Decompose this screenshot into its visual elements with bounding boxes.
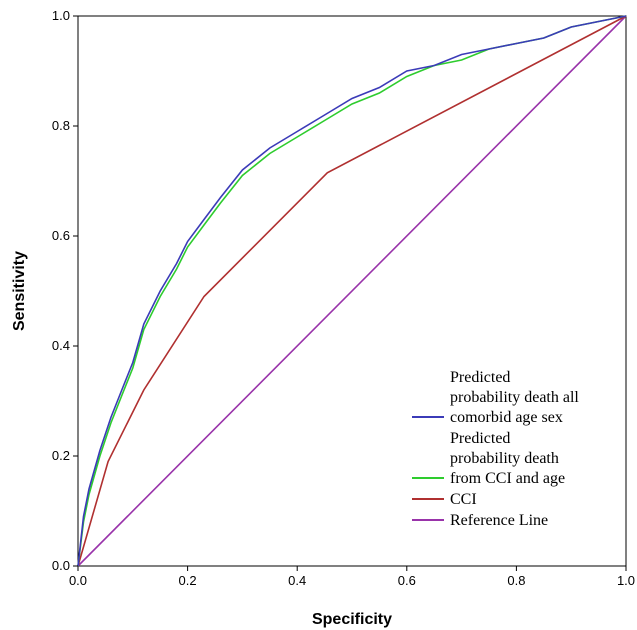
legend-label-3: Reference Line bbox=[450, 512, 548, 529]
legend-label-0: probability death all bbox=[450, 389, 579, 406]
y-tick-label: 0.4 bbox=[52, 338, 70, 353]
legend: Predicted probability death all comorbid a… bbox=[412, 369, 579, 529]
ticks-layer: 0.0 0.2 0.4 0.6 0.8 1.0 0.0 0.2 0.4 0.6 0.8 1.0 bbox=[52, 8, 635, 588]
series-line-3 bbox=[77, 15, 627, 567]
legend-label-2: CCI bbox=[450, 491, 477, 508]
y-tick-label: 0.2 bbox=[52, 448, 70, 463]
x-tick-label: 0.4 bbox=[288, 573, 306, 588]
legend-label-0: Predicted bbox=[450, 369, 510, 386]
y-axis-title: Sensitivity bbox=[11, 251, 28, 331]
x-tick-label: 0.6 bbox=[398, 573, 416, 588]
y-tick-label: 1.0 bbox=[52, 8, 70, 23]
x-tick-label: 0.8 bbox=[507, 573, 525, 588]
legend-label-1: from CCI and age bbox=[450, 470, 565, 487]
legend-label-0: comorbid age sex bbox=[450, 409, 563, 426]
y-tick-label: 0.6 bbox=[52, 228, 70, 243]
x-tick-label: 0.2 bbox=[179, 573, 197, 588]
x-axis-title: Specificity bbox=[312, 611, 392, 628]
x-tick-label: 1.0 bbox=[617, 573, 635, 588]
legend-label-1: Predicted bbox=[450, 430, 510, 447]
series-layer bbox=[77, 15, 627, 567]
series-line-2 bbox=[77, 15, 627, 567]
x-tick-label: 0.0 bbox=[69, 573, 87, 588]
series-line-0 bbox=[77, 15, 627, 567]
y-tick-label: 0.0 bbox=[52, 558, 70, 573]
y-tick-label: 0.8 bbox=[52, 118, 70, 133]
legend-label-1: probability death bbox=[450, 450, 559, 467]
